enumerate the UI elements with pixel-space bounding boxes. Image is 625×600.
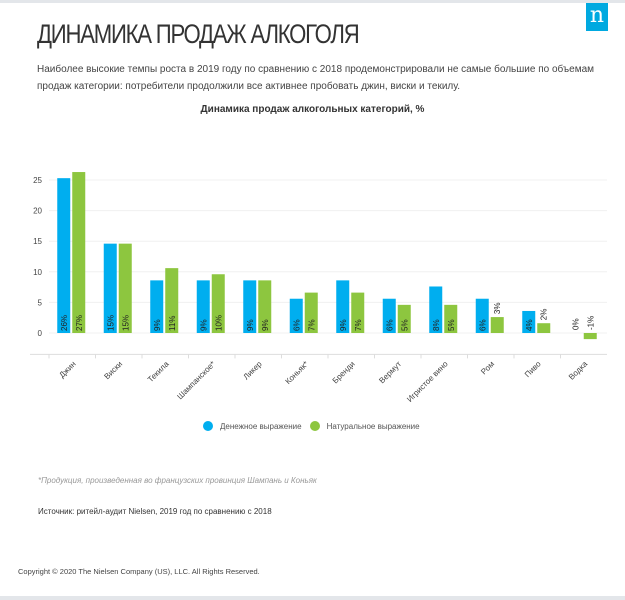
y-tick-label: 5 (38, 298, 43, 307)
legend: Денежное выражение Натуральное выражение (203, 421, 428, 431)
legend-swatch-money (203, 421, 213, 431)
bar-money (289, 298, 303, 333)
bar-volume (537, 323, 551, 333)
bar-volume (397, 304, 411, 333)
data-label: 2% (540, 309, 549, 321)
data-label: 10% (214, 315, 223, 331)
legend-label-volume: Натуральное выражение (326, 421, 420, 431)
legend-swatch-volume (309, 421, 320, 431)
bar-volume (490, 317, 504, 333)
bar-volume (165, 268, 179, 333)
bar-volume (583, 333, 597, 340)
bar-money (429, 286, 443, 333)
data-label: 9% (261, 319, 270, 331)
x-tick-label: Виски (102, 359, 124, 381)
y-tick-label: 15 (33, 237, 42, 246)
y-tick-label: 0 (38, 329, 43, 338)
legend-label-money: Денежное выражение (220, 421, 302, 431)
data-label: -1% (586, 316, 595, 330)
bar-volume (444, 304, 458, 333)
data-label: 6% (292, 319, 301, 331)
x-tick-label: Вермут (377, 359, 403, 385)
x-tick-label: Коньяк* (284, 359, 311, 386)
bar-volume (118, 243, 132, 333)
x-tick-label: Пиво (523, 359, 543, 379)
data-label: 8% (432, 319, 441, 331)
bar-money (522, 310, 536, 333)
data-label: 15% (106, 315, 115, 331)
page-title: ДИНАМИКА ПРОДАЖ АЛКОГОЛЯ (37, 19, 360, 49)
data-label: 7% (354, 319, 363, 331)
bar-volume (351, 292, 365, 333)
copyright: Copyright © 2020 The Nielsen Company (US… (18, 567, 260, 576)
x-tick-label: Шампанское* (175, 359, 217, 401)
bar-money (382, 298, 396, 333)
bar-money (475, 298, 489, 333)
bar-money (243, 280, 257, 333)
top-bar (0, 0, 625, 3)
nielsen-logo: n (586, 3, 608, 31)
data-label: 27% (75, 315, 84, 331)
x-tick-label: Водка (567, 359, 590, 382)
bar-volume (304, 292, 318, 333)
data-label: 9% (339, 319, 348, 331)
y-tick-label: 20 (33, 207, 42, 216)
data-label: 7% (307, 319, 316, 331)
bar-volume (211, 274, 225, 333)
bar-money (103, 243, 117, 333)
data-label: 26% (60, 315, 69, 331)
data-label: 6% (478, 319, 487, 331)
x-tick-label: Ром (479, 359, 496, 376)
bar-volume (72, 172, 86, 333)
data-label: 4% (525, 319, 534, 331)
bar-money (57, 178, 71, 333)
bar-money (196, 280, 210, 333)
data-label: 6% (385, 319, 394, 331)
x-tick-label: Текила (146, 359, 171, 384)
data-label: 3% (493, 303, 502, 315)
data-label: 5% (400, 319, 409, 331)
x-tick-label: Игристое вино (405, 359, 450, 404)
footnote: *Продукция, произведенная во французских… (38, 476, 317, 485)
bar-chart: 0 5 10 15 20 25 26% 27% Джин 15% 15% Виски 9% 11% Теки… (30, 172, 607, 404)
data-label: 5% (447, 319, 456, 331)
bottom-bar (0, 596, 625, 600)
x-tick-label: Бренди (331, 359, 357, 385)
data-label: 9% (153, 319, 162, 331)
data-label: 11% (168, 316, 177, 331)
y-tick-label: 25 (33, 176, 42, 185)
data-label: 9% (246, 319, 255, 331)
chart-title: Динамика продаж алкогольных категорий, % (200, 104, 425, 115)
y-tick-label: 10 (33, 268, 42, 277)
bar-money (150, 280, 164, 333)
data-label: 9% (199, 319, 208, 331)
data-label: 15% (121, 315, 130, 331)
source-note: Источник: ритейл-аудит Nielsen, 2019 год… (38, 507, 272, 516)
bar-volume (258, 280, 272, 333)
data-label: 0% (571, 318, 580, 330)
x-tick-label: Ликер (242, 359, 264, 381)
bar-money (336, 280, 350, 333)
x-tick-label: Джин (57, 359, 77, 379)
lead-text: Наиболее высокие темпы роста в 2019 году… (37, 64, 595, 92)
